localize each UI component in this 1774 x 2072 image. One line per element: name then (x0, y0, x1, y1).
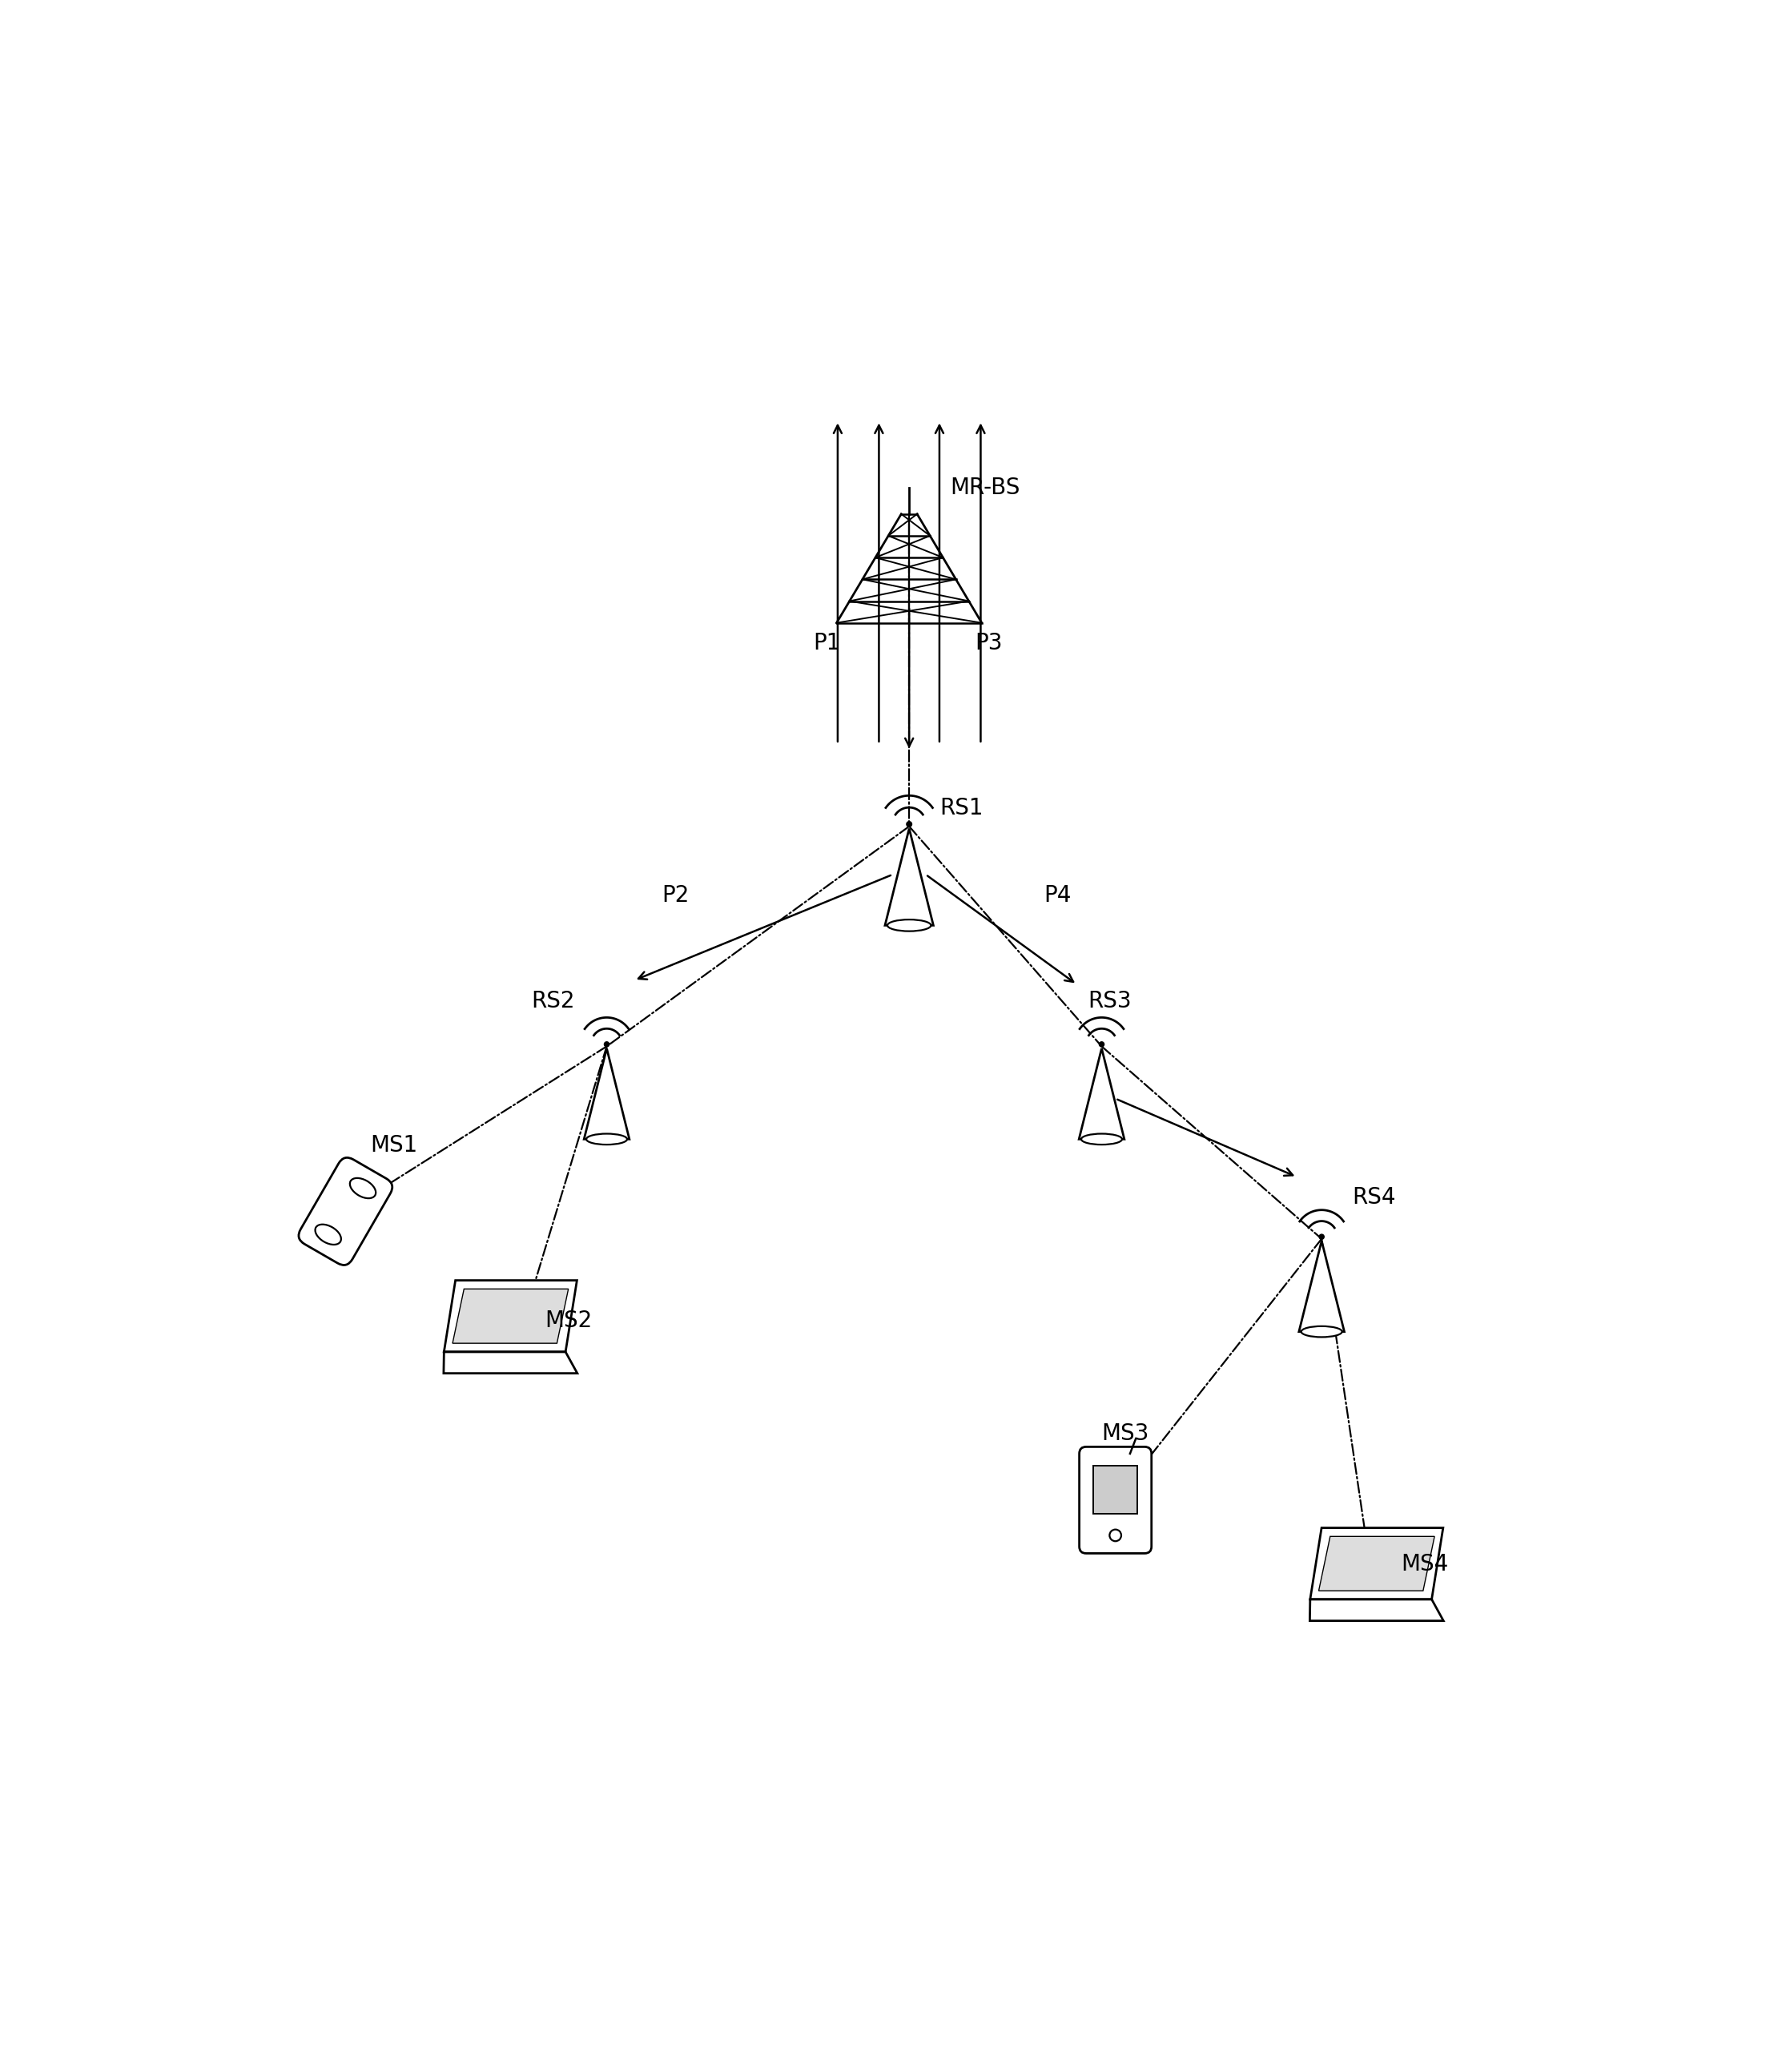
Circle shape (907, 821, 912, 827)
Bar (1093, 1465, 1137, 1515)
Ellipse shape (316, 1225, 341, 1245)
Ellipse shape (1080, 1133, 1123, 1144)
Polygon shape (1309, 1600, 1444, 1620)
Polygon shape (885, 829, 933, 926)
Polygon shape (452, 1289, 568, 1343)
Text: MS4: MS4 (1401, 1554, 1449, 1575)
Circle shape (1109, 1529, 1121, 1542)
Text: MS3: MS3 (1102, 1423, 1150, 1444)
Text: RS4: RS4 (1352, 1185, 1396, 1208)
Polygon shape (444, 1280, 577, 1351)
Circle shape (1320, 1235, 1323, 1239)
Ellipse shape (887, 920, 931, 930)
Polygon shape (1318, 1537, 1435, 1591)
Text: MS1: MS1 (371, 1133, 417, 1156)
Polygon shape (584, 1048, 630, 1140)
Text: MS2: MS2 (545, 1310, 593, 1332)
Polygon shape (1299, 1241, 1345, 1332)
Polygon shape (1079, 1048, 1125, 1140)
Text: MR-BS: MR-BS (951, 477, 1020, 499)
Ellipse shape (1300, 1326, 1343, 1336)
Text: RS3: RS3 (1087, 990, 1132, 1011)
Polygon shape (1311, 1527, 1442, 1600)
FancyBboxPatch shape (298, 1158, 392, 1266)
FancyBboxPatch shape (1079, 1446, 1151, 1554)
Text: P2: P2 (662, 885, 690, 905)
Text: RS2: RS2 (530, 990, 575, 1011)
Text: P3: P3 (976, 632, 1002, 655)
Circle shape (1100, 1042, 1103, 1046)
Text: RS1: RS1 (940, 798, 983, 821)
Ellipse shape (585, 1133, 628, 1144)
Text: P4: P4 (1043, 885, 1071, 905)
Text: P1: P1 (812, 632, 841, 655)
Circle shape (605, 1042, 608, 1046)
Ellipse shape (349, 1179, 376, 1198)
Polygon shape (444, 1351, 577, 1374)
